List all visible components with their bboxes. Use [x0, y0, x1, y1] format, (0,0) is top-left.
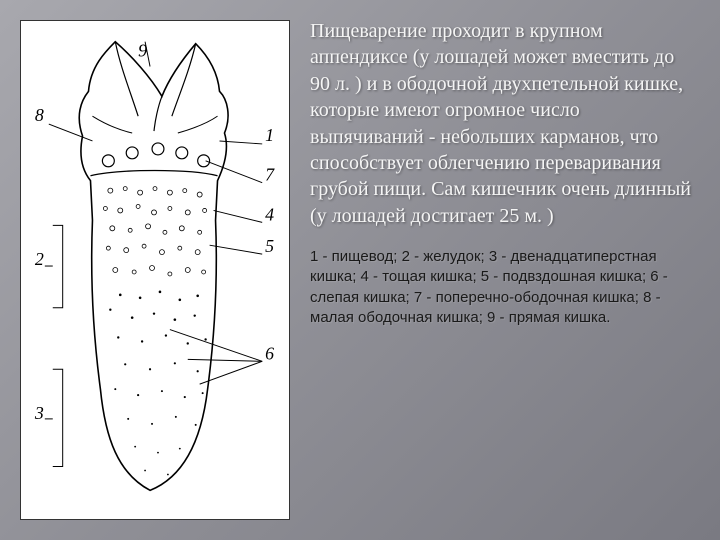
diagram-label-1: 1 [265, 125, 274, 145]
main-paragraph: Пищеварение проходит в крупном аппендикс… [310, 18, 696, 229]
diagram-label-3: 3 [34, 403, 44, 423]
diagram-panel: 9 8 1 7 4 5 2 6 3 [0, 0, 300, 540]
diagram-label-9: 9 [138, 41, 147, 61]
legend-text: 1 - пищевод; 2 - желудок; 3 - двенадцати… [310, 247, 696, 328]
diagram-label-6: 6 [265, 343, 274, 363]
anatomical-diagram: 9 8 1 7 4 5 2 6 3 [20, 20, 290, 520]
text-panel: Пищеварение проходит в крупном аппендикс… [300, 0, 720, 540]
diagram-label-4: 4 [265, 204, 274, 224]
diagram-label-5: 5 [265, 236, 274, 256]
diagram-label-2: 2 [35, 249, 44, 269]
tongue-diagram-svg: 9 8 1 7 4 5 2 6 3 [21, 21, 289, 519]
diagram-label-7: 7 [265, 165, 275, 185]
diagram-label-8: 8 [35, 105, 44, 125]
